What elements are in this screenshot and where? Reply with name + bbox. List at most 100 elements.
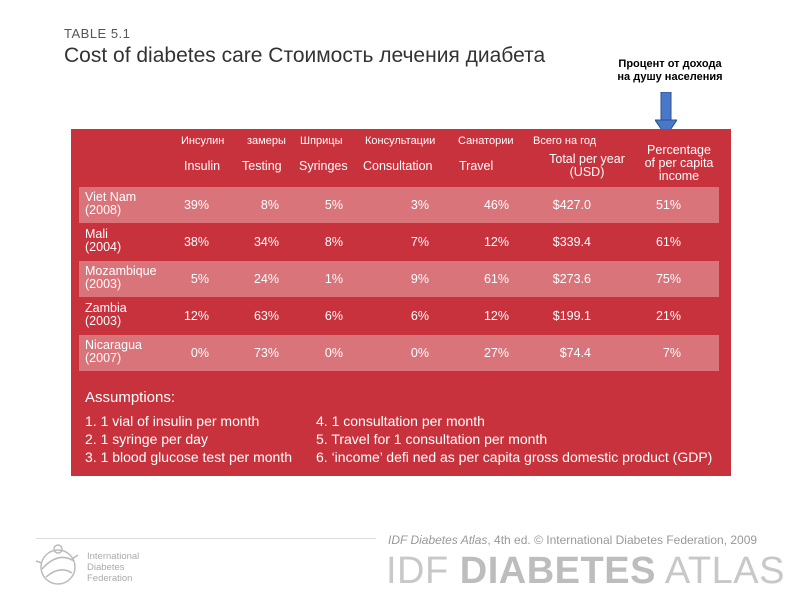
- country-year: (2003): [85, 314, 122, 328]
- country-cell: Nicaragua (2007): [85, 339, 142, 365]
- header-ru-travel: Санатории: [458, 135, 514, 147]
- org-name: International Diabetes Federation: [87, 551, 139, 584]
- syringes-cell: 8%: [324, 235, 343, 249]
- org-name-line: International: [87, 551, 140, 562]
- header-total-line: (USD): [569, 165, 605, 179]
- atlas-wordmark: IDF DIABETES ATLAS: [386, 550, 785, 593]
- header-total: Total per year (USD): [527, 153, 647, 179]
- country-name: Zambia: [85, 301, 127, 315]
- assumptions-title: Assumptions:: [85, 389, 176, 406]
- total-cell: $74.4: [559, 346, 591, 360]
- travel-cell: 46%: [483, 198, 509, 212]
- header-percentage-line: of per capita: [644, 156, 714, 170]
- insulin-cell: 38%: [183, 235, 209, 249]
- country-name: Mali: [85, 227, 108, 241]
- idf-logo-icon: [35, 544, 79, 585]
- assumption-item: 4. 1 consultation per month: [316, 413, 485, 429]
- assumption-item: 1. 1 vial of insulin per month: [85, 413, 260, 429]
- header-ru-consultation: Консультации: [365, 135, 436, 147]
- copyright-credit: IDF Diabetes Atlas, 4th ed. © Internatio…: [388, 533, 757, 547]
- country-cell: Viet Nam (2008): [85, 191, 136, 217]
- wordmark-diabetes: DIABETES: [459, 550, 656, 592]
- total-cell: $427.0: [552, 198, 591, 212]
- table-row: Mali (2004) 38% 34% 8% 7% 12% $339.4 61%: [79, 224, 719, 260]
- percentage-cell: 61%: [655, 235, 681, 249]
- header-percentage-line: Percentage: [647, 143, 711, 157]
- insulin-cell: 12%: [183, 309, 209, 323]
- syringes-cell: 1%: [324, 272, 343, 286]
- assumption-item: 5. Travel for 1 consultation per month: [316, 431, 548, 447]
- header-ru-testing: замеры: [247, 135, 286, 147]
- header-ru-total: Всего на год: [533, 135, 597, 147]
- travel-cell: 27%: [483, 346, 509, 360]
- syringes-cell: 0%: [324, 346, 343, 360]
- assumption-item: 6. ‘income’ defi ned as per capita gross…: [316, 449, 713, 465]
- header-insulin: Insulin: [184, 159, 221, 173]
- header-testing: Testing: [242, 159, 282, 173]
- table-row: Viet Nam (2008) 39% 8% 5% 3% 46% $427.0 5…: [79, 187, 719, 223]
- percentage-cell: 75%: [655, 272, 681, 286]
- consultation-cell: 0%: [410, 346, 429, 360]
- cost-table: Инсулин замеры Шприцы Консультации Санат…: [71, 129, 731, 476]
- country-year: (2004): [85, 240, 122, 254]
- insulin-cell: 39%: [183, 198, 209, 212]
- assumption-item: 3. 1 blood glucose test per month: [85, 449, 293, 465]
- consultation-cell: 7%: [410, 235, 429, 249]
- assumption-item: 2. 1 syringe per day: [85, 431, 208, 447]
- total-cell: $199.1: [552, 309, 591, 323]
- country-name: Nicaragua: [85, 338, 142, 352]
- header-travel: Travel: [459, 159, 494, 173]
- total-cell: $273.6: [552, 272, 591, 286]
- country-cell: Zambia (2003): [85, 302, 127, 328]
- table-label: TABLE 5.1: [64, 26, 131, 41]
- footer-divider: [36, 538, 376, 539]
- travel-cell: 12%: [483, 235, 509, 249]
- syringes-cell: 6%: [324, 309, 343, 323]
- percentage-cell: 21%: [655, 309, 681, 323]
- credit-rest: , 4th ed. © International Diabetes Feder…: [487, 533, 758, 547]
- testing-cell: 63%: [253, 309, 279, 323]
- table-row: Mozambique (2003) 5% 24% 1% 9% 61% $273.6…: [79, 261, 719, 297]
- table-row: Zambia (2003) 12% 63% 6% 6% 12% $199.1 21…: [79, 298, 719, 334]
- country-name: Mozambique: [85, 264, 157, 278]
- country-cell: Mozambique (2003): [85, 265, 157, 291]
- org-name-line: Federation: [87, 573, 133, 584]
- testing-cell: 34%: [253, 235, 279, 249]
- travel-cell: 12%: [483, 309, 509, 323]
- credit-italic: IDF Diabetes Atlas: [388, 533, 488, 547]
- header-ru-insulin: Инсулин: [181, 135, 225, 147]
- wordmark-atlas: ATLAS: [655, 550, 785, 592]
- country-year: (2003): [85, 277, 122, 291]
- percentage-cell: 51%: [655, 198, 681, 212]
- testing-cell: 73%: [253, 346, 279, 360]
- country-year: (2007): [85, 351, 122, 365]
- total-cell: $339.4: [552, 235, 591, 249]
- travel-cell: 61%: [483, 272, 509, 286]
- arrow-down-icon: [655, 92, 677, 136]
- consultation-cell: 3%: [410, 198, 429, 212]
- annotation-line: Процент от дохода: [618, 58, 722, 70]
- header-percentage: Percentage of per capita income: [619, 144, 739, 183]
- header-syringes: Syringes: [299, 159, 348, 173]
- country-name: Viet Nam: [85, 190, 137, 204]
- annotation-line: на душу населения: [617, 71, 723, 83]
- consultation-cell: 9%: [410, 272, 429, 286]
- insulin-cell: 0%: [190, 346, 209, 360]
- country-cell: Mali (2004): [85, 228, 121, 254]
- testing-cell: 8%: [260, 198, 279, 212]
- testing-cell: 24%: [253, 272, 279, 286]
- header-total-line: Total per year: [549, 152, 625, 166]
- wordmark-idf: IDF: [386, 550, 460, 592]
- consultation-cell: 6%: [410, 309, 429, 323]
- header-consultation: Consultation: [363, 159, 433, 173]
- percentage-cell: 7%: [662, 346, 681, 360]
- syringes-cell: 5%: [324, 198, 343, 212]
- org-name-line: Diabetes: [87, 562, 125, 573]
- page-title: Cost of diabetes care Стоимость лечения …: [64, 44, 546, 67]
- header-ru-syringes: Шприцы: [300, 135, 343, 147]
- country-year: (2008): [85, 203, 122, 217]
- annotation: Процент от дохода на душу населения: [605, 58, 735, 84]
- table-row: Nicaragua (2007) 0% 73% 0% 0% 27% $74.4 7…: [79, 335, 719, 371]
- insulin-cell: 5%: [190, 272, 209, 286]
- header-percentage-line: income: [658, 169, 700, 183]
